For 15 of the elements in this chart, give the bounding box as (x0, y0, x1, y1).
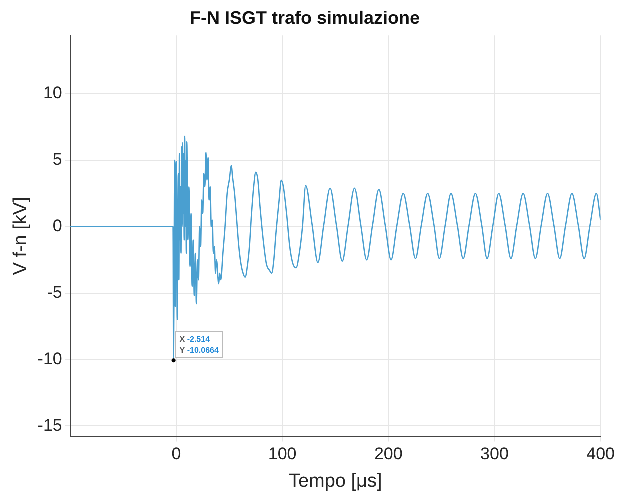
x-tick-label: 200 (374, 444, 403, 464)
chart-title: F-N ISGT trafo simulazione (190, 8, 420, 28)
x-axis-title: Tempo [μs] (288, 470, 382, 492)
y-tick-label: -5 (47, 283, 62, 302)
x-tick-label: 0 (172, 444, 182, 464)
x-tick-label: 100 (268, 444, 297, 464)
x-tick-label: 300 (480, 444, 509, 464)
y-tick-label: -10 (38, 349, 62, 368)
y-tick-label: -15 (38, 416, 62, 435)
x-tick-label: 400 (586, 444, 616, 464)
y-tick-label: 5 (52, 150, 62, 170)
y-tick-label: 10 (43, 84, 62, 103)
y-axis-title: V f-n [kV] (10, 197, 32, 276)
annotation: X -2.514 Y -10.0664 (180, 334, 220, 355)
y-tick-label: 0 (52, 216, 62, 236)
